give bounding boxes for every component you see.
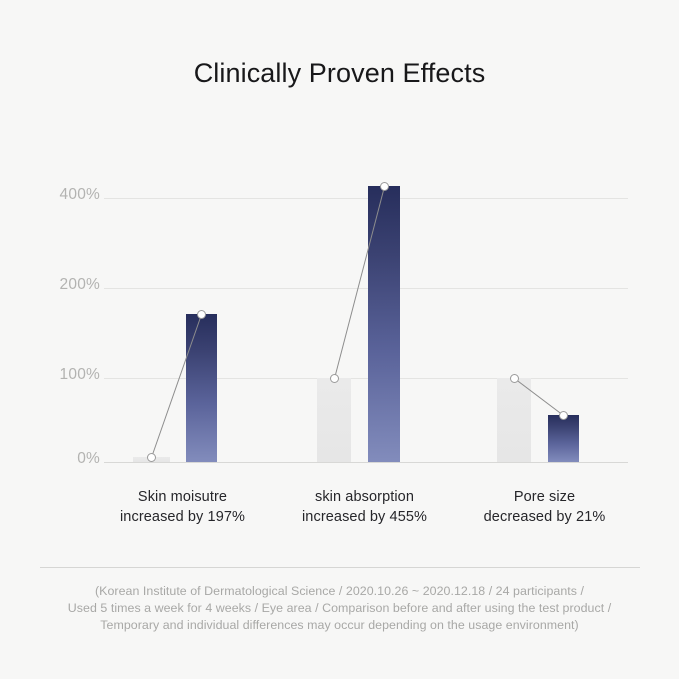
- gridline-200: [104, 288, 628, 289]
- category-label-line1: Skin moisutre: [137, 489, 228, 505]
- category-label-line1: skin absorption: [314, 489, 415, 505]
- page-title: Clinically Proven Effects: [193, 58, 486, 88]
- bar-after-skin-absorption: [368, 186, 400, 462]
- bar-before-skin-absorption: [317, 378, 351, 462]
- category-label-skin-moisture: Skin moisutre increased by 197%: [100, 487, 265, 527]
- footer-divider: [40, 567, 640, 568]
- category-label-line2: increased by 455%: [301, 509, 428, 525]
- y-tick-label-200: 200%: [59, 276, 100, 293]
- gridline-baseline-0: [104, 462, 628, 463]
- y-tick-label-100: 100%: [59, 366, 100, 383]
- category-label-line1: Pore size: [513, 489, 576, 505]
- category-label-line2: increased by 197%: [119, 509, 246, 525]
- marker-before-skin-moisture: [147, 453, 156, 462]
- gridline-100: [104, 378, 628, 379]
- gridline-400: [104, 198, 628, 199]
- category-label-pore-size: Pore size decreased by 21%: [462, 487, 627, 527]
- y-tick-label-0: 0%: [77, 450, 100, 467]
- bar-after-pore-size: [548, 415, 579, 462]
- footnote-line-2: Used 5 times a week for 4 weeks / Eye ar…: [67, 601, 612, 615]
- marker-after-skin-moisture: [197, 310, 206, 319]
- marker-before-skin-absorption: [330, 374, 339, 383]
- bar-after-skin-moisture: [186, 314, 217, 462]
- category-label-line2: decreased by 21%: [483, 509, 606, 525]
- footnote-line-3: Temporary and individual differences may…: [100, 618, 579, 632]
- marker-after-pore-size: [559, 411, 568, 420]
- marker-after-skin-absorption: [380, 182, 389, 191]
- category-label-skin-absorption: skin absorption increased by 455%: [282, 487, 447, 527]
- footnote: (Korean Institute of Dermatological Scie…: [0, 583, 679, 634]
- y-tick-label-400: 400%: [59, 186, 100, 203]
- footnote-line-1: (Korean Institute of Dermatological Scie…: [94, 584, 585, 598]
- plot-area: [104, 150, 628, 463]
- bar-before-pore-size: [497, 378, 531, 462]
- marker-before-pore-size: [510, 374, 519, 383]
